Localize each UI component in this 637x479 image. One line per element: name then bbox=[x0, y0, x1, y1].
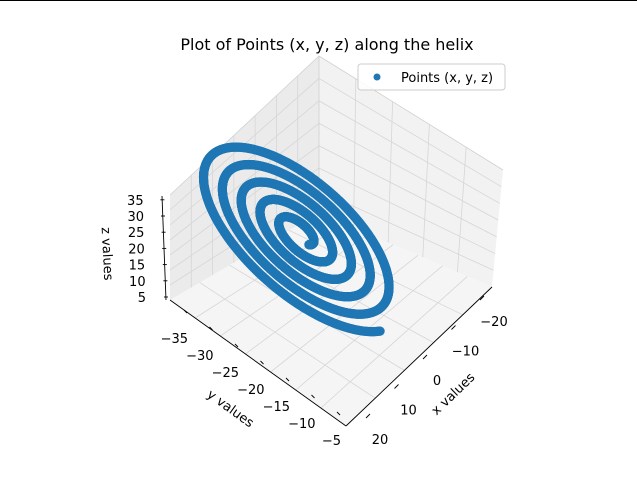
tick-mark bbox=[336, 411, 341, 416]
legend-frame bbox=[357, 63, 506, 91]
tick-mark bbox=[285, 377, 290, 382]
grid-line bbox=[318, 167, 496, 254]
axis-ticks: 5101520253035−35−30−25−20−15−10−5−20−100… bbox=[127, 194, 508, 449]
legend: Points (x, y, z) bbox=[357, 63, 506, 91]
y-tick-label: −25 bbox=[212, 366, 239, 381]
helix-points bbox=[198, 142, 394, 337]
tick-mark bbox=[311, 394, 315, 399]
tick-mark bbox=[183, 309, 188, 314]
grid-lines bbox=[169, 75, 502, 409]
tick-mark bbox=[209, 326, 213, 331]
tick-mark bbox=[260, 360, 264, 365]
chart-title: Plot of Points (x, y, z) along the helix bbox=[180, 35, 473, 54]
tick-mark bbox=[234, 343, 239, 348]
z-tick-label: 30 bbox=[127, 210, 144, 225]
legend-label: Points (x, y, z) bbox=[401, 71, 493, 86]
z-axis-label: z values bbox=[98, 227, 116, 281]
z-tick-label: 15 bbox=[129, 259, 146, 274]
tick-mark bbox=[479, 295, 485, 301]
y-tick-label: −15 bbox=[263, 400, 290, 415]
z-tick-label: 5 bbox=[138, 291, 146, 306]
top-border bbox=[0, 0, 637, 1]
y-tick-label: −35 bbox=[161, 332, 188, 347]
z-tick-label: 20 bbox=[128, 242, 145, 257]
legend-marker bbox=[373, 73, 381, 81]
tick-mark bbox=[422, 354, 428, 360]
y-axis-line bbox=[169, 299, 347, 427]
y-tick-label: −10 bbox=[288, 417, 315, 432]
grid-line bbox=[320, 276, 468, 409]
y-tick-label: −30 bbox=[186, 349, 213, 364]
grid-line bbox=[318, 122, 499, 221]
x-tick-label: 10 bbox=[400, 404, 417, 419]
tick-mark bbox=[394, 384, 399, 389]
grid-line bbox=[318, 78, 502, 188]
y-tick-label: −5 bbox=[322, 434, 341, 449]
grid-line bbox=[199, 282, 376, 399]
z-tick-label: 35 bbox=[127, 194, 144, 209]
left-pane bbox=[170, 56, 319, 300]
z-tick-label: 25 bbox=[128, 226, 145, 241]
grid-line bbox=[353, 78, 357, 228]
x-tick-label: 0 bbox=[433, 374, 441, 389]
grid-line bbox=[318, 145, 497, 238]
z-tick-label: 10 bbox=[129, 275, 146, 290]
helix-point bbox=[304, 240, 314, 250]
tick-mark bbox=[451, 325, 456, 330]
x-tick-label: −10 bbox=[452, 345, 479, 360]
grid-line bbox=[422, 124, 430, 258]
grid-line bbox=[169, 122, 320, 241]
x-tick-label: −20 bbox=[480, 315, 507, 330]
tick-mark bbox=[365, 413, 371, 419]
grid-line bbox=[457, 147, 467, 273]
y-tick-label: −20 bbox=[237, 383, 264, 398]
x-tick-label: 20 bbox=[372, 433, 389, 448]
grid-line bbox=[289, 230, 463, 316]
grid-line bbox=[387, 101, 393, 243]
x-axis-line bbox=[345, 286, 493, 427]
grid-line bbox=[318, 100, 501, 204]
